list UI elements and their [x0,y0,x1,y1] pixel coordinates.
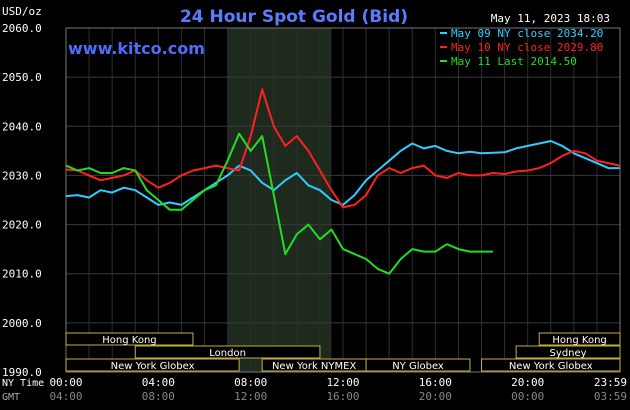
x-tick-label-gmt: 08:00 [142,390,175,403]
timestamp: May 11, 2023 18:03 [491,12,610,25]
session-bar [65,358,240,372]
y-tick-label: 2040.0 [2,120,42,133]
unit-label: USD/oz [2,5,42,18]
session-bar [515,345,621,359]
y-tick-label: 2020.0 [2,219,42,232]
y-tick-label: 2000.0 [2,317,42,330]
x-tick-label-ny: 04:00 [142,376,175,389]
watermark: www.kitco.com [68,39,205,58]
price-series [65,88,620,275]
session-bar [538,332,621,346]
legend-entry: May 10 NY close 2029.80 [451,41,603,54]
y-tick-label: 2010.0 [2,268,42,281]
y-tick-label: 2060.0 [2,22,42,35]
y-tick-label: 1990.0 [2,366,42,379]
session-label: New York Globex [509,361,593,372]
session-bar [365,358,471,372]
nymex-session-highlight [227,28,332,372]
session-label: Hong Kong [102,335,156,346]
x-axis-label-ny: NY Time [2,378,44,389]
x-tick-label-ny: 20:00 [511,376,544,389]
market-sessions: Hong Kong London New York Globex New York N… [65,332,621,372]
x-axis-label-gmt: GMT [2,392,20,403]
x-tick-label-gmt: 20:00 [419,390,452,403]
x-tick-label-gmt: 12:00 [234,390,267,403]
x-tick-label-gmt: 16:00 [326,390,359,403]
session-label: Sydney [550,348,587,359]
session-bar [481,358,621,372]
series-line-2 [65,88,620,209]
chart-title: 24 Hour Spot Gold (Bid) [180,7,408,27]
x-axis: NY TimeGMT00:0004:0004:0008:0008:0012:00… [2,376,627,403]
session-bar [65,332,194,346]
y-axis-ticks: 2060.0 2050.0 2040.0 2030.0 2020.0 2010.0 2000… [2,22,42,379]
y-tick-label: 2030.0 [2,169,42,182]
session-label: New York Globex [111,361,195,372]
x-tick-label-ny: 00:00 [49,376,82,389]
x-tick-label-ny: 12:00 [326,376,359,389]
session-label: New York NYMEX [272,361,357,372]
x-tick-label-ny: 08:00 [234,376,267,389]
plot-border [65,27,621,373]
x-tick-label-gmt: 00:00 [511,390,544,403]
session-label: London [209,348,246,359]
x-tick-label-ny: 16:00 [419,376,452,389]
plot-frame [65,27,621,373]
session-bar [134,345,321,359]
legend-entry: May 09 NY close 2034.20 [451,27,603,40]
x-tick-label-ny: 23:59 [594,376,627,389]
legend-entry: May 11 Last 2014.50 [451,55,577,68]
series-line-3 [65,132,493,275]
session-label: Hong Kong [552,335,606,346]
y-tick-label: 2050.0 [2,71,42,84]
session-label: NY Globex [392,361,444,372]
series-line-1 [65,140,620,206]
x-tick-label-gmt: 03:59 [594,390,627,403]
x-tick-label-gmt: 04:00 [49,390,82,403]
